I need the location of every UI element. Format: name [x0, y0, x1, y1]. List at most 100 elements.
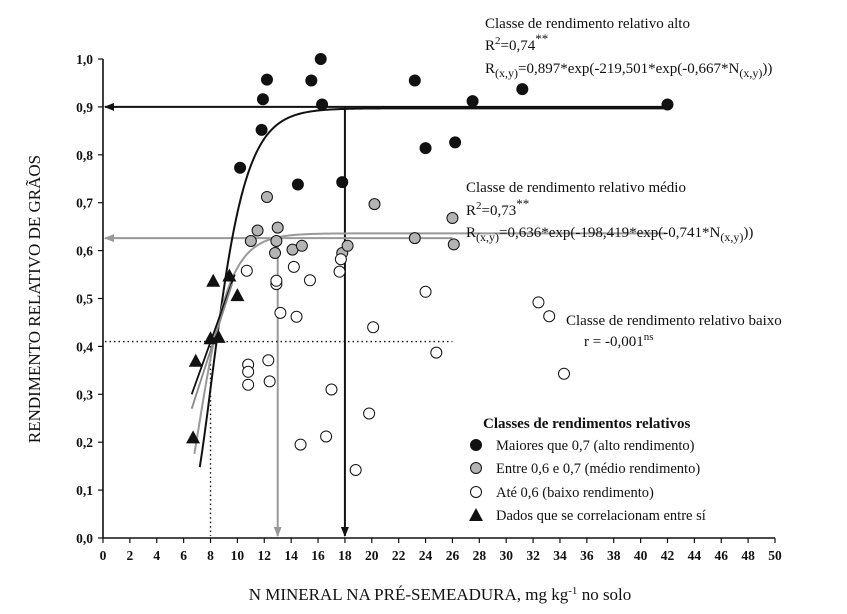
x-tick-label: 46	[714, 548, 728, 563]
point-series-0	[256, 93, 269, 106]
y-tick-label: 0,4	[76, 339, 93, 354]
point-series-0	[314, 53, 327, 65]
point-series-1	[271, 221, 284, 234]
triangle-trend-line	[190, 283, 233, 409]
point-triangle	[188, 353, 203, 367]
point-series-2	[334, 253, 347, 266]
point-series-1	[244, 235, 257, 248]
x-tick-label: 48	[741, 548, 755, 563]
point-series-0	[234, 161, 247, 174]
point-series-2	[242, 378, 255, 391]
triangle-trend-line	[190, 274, 236, 395]
point-series-1	[447, 238, 460, 251]
point-triangle	[206, 273, 221, 287]
y-tick-label: 0,5	[76, 292, 93, 307]
legend-label-alto: Maiores que 0,7 (alto rendimento)	[496, 438, 695, 454]
annotation-baixo-r: r = -0,001ns	[584, 331, 653, 350]
point-series-1	[341, 239, 354, 252]
x-tick-label: 18	[338, 548, 352, 563]
point-series-0	[449, 136, 462, 149]
point-triangle	[186, 430, 201, 444]
data-points	[186, 53, 674, 476]
x-tick-label: 28	[473, 548, 487, 563]
point-series-0	[466, 95, 479, 108]
x-tick-label: 44	[688, 548, 702, 563]
y-tick-label: 0,0	[76, 531, 93, 546]
y-tick-label: 0,3	[76, 387, 93, 402]
point-triangle	[222, 268, 237, 282]
x-tick-label: 50	[768, 548, 782, 563]
x-tick-label: 32	[526, 548, 540, 563]
axes: 0 2 4 6 8 10 12 14 16 18 20 22 24 26 28 30 32 34 36 38 40 42 4…	[76, 52, 782, 563]
x-tick-label: 8	[207, 548, 214, 563]
y-tick-label: 1,0	[76, 52, 93, 67]
fit-curve-alto	[198, 107, 667, 468]
point-series-2	[290, 310, 303, 323]
point-series-2	[532, 296, 545, 309]
annotation-baixo-title: Classe de rendimento relativo baixo	[566, 313, 782, 329]
annotation-alto-equation: R(x,y)=0,897*exp(-219,501*exp(-0,667*N(x…	[485, 61, 772, 80]
point-series-0	[260, 73, 273, 86]
x-tick-label: 10	[231, 548, 245, 563]
point-series-2	[240, 264, 253, 277]
x-tick-label: 12	[258, 548, 272, 563]
point-series-0	[316, 98, 329, 111]
point-series-0	[291, 178, 304, 191]
legend: Classes de rendimentos relativos Maiores…	[469, 416, 706, 524]
x-tick-label: 0	[100, 548, 107, 563]
point-series-2	[333, 265, 346, 278]
x-axis-label: N MINERAL NA PRÉ-SEMEADURA, mg kg-1 no s…	[249, 585, 632, 604]
annotation-medio-title: Classe de rendimento relativo médio	[466, 180, 686, 196]
point-series-2	[270, 274, 283, 287]
point-series-2	[263, 375, 276, 388]
x-tick-label: 30	[499, 548, 513, 563]
point-series-2	[543, 310, 556, 323]
point-series-1	[408, 232, 421, 245]
point-series-2	[242, 365, 255, 378]
y-tick-label: 0,2	[76, 435, 93, 450]
point-series-1	[270, 235, 283, 248]
point-series-1	[295, 239, 308, 252]
point-series-2	[274, 306, 287, 319]
point-series-0	[419, 142, 432, 155]
legend-title: Classes de rendimentos relativos	[483, 416, 691, 432]
x-tick-label: 4	[153, 548, 160, 563]
y-tick-label: 0,9	[76, 100, 93, 115]
legend-label-baixo: Até 0,6 (baixo rendimento)	[496, 485, 654, 501]
point-series-2	[349, 463, 362, 476]
x-tick-label: 2	[127, 548, 134, 563]
y-axis-label: RENDIMENTO RELATIVO DE GRÃOS	[25, 155, 44, 443]
y-tick-label: 0,6	[76, 244, 93, 259]
point-series-2	[419, 285, 432, 298]
annotation-alto-title: Classe de rendimento relativo alto	[485, 16, 690, 32]
point-series-1	[269, 246, 282, 259]
y-tick-label: 0,7	[76, 196, 93, 211]
point-series-0	[408, 74, 421, 87]
point-series-1	[251, 224, 264, 237]
x-tick-label: 26	[446, 548, 460, 563]
point-series-2	[430, 346, 443, 359]
y-tick-label: 0,8	[76, 148, 93, 163]
y-tick-label: 0,1	[76, 483, 93, 498]
point-series-1	[260, 190, 273, 203]
legend-marker-triangle	[469, 508, 483, 521]
legend-marker-medio	[470, 462, 482, 474]
x-tick-label: 38	[607, 548, 621, 563]
legend-marker-baixo	[470, 486, 482, 498]
x-tick-label: 42	[661, 548, 675, 563]
point-series-2	[303, 274, 316, 287]
point-series-0	[305, 74, 318, 87]
legend-label-medio: Entre 0,6 e 0,7 (médio rendimento)	[496, 461, 700, 477]
annotation-medio-equation: R(x,y)=0,636*exp(-198,419*exp(-0,741*N(x…	[466, 225, 753, 244]
point-series-2	[287, 260, 300, 273]
point-triangle	[211, 329, 226, 343]
point-series-2	[325, 383, 338, 396]
x-tick-label: 36	[580, 548, 594, 563]
legend-label-triangle: Dados que se correlacionam entre sí	[496, 508, 706, 524]
point-series-1	[368, 198, 381, 211]
x-tick-label: 34	[553, 548, 567, 563]
point-series-2	[294, 438, 307, 451]
point-series-0	[516, 83, 529, 96]
x-tick-label: 40	[634, 548, 648, 563]
